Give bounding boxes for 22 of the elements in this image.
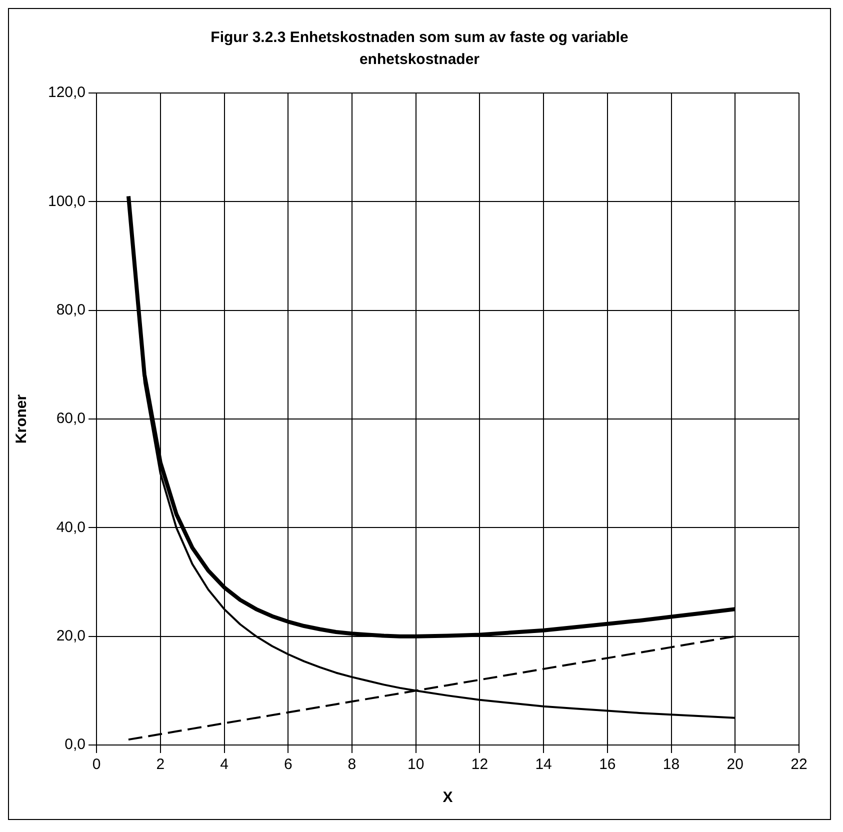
x-axis-title: X <box>442 789 453 806</box>
x-tick-label: 18 <box>662 756 680 774</box>
x-tick-label: 16 <box>599 756 616 774</box>
y-tick-label: 80,0 <box>56 301 86 318</box>
x-tick-label: 4 <box>220 756 228 774</box>
x-tick-label: 22 <box>790 756 808 774</box>
y-tick-label: 60,0 <box>56 410 86 428</box>
y-tick-label: 0,0 <box>64 736 86 754</box>
y-tick-label: 20,0 <box>56 627 86 644</box>
x-tick-label: 8 <box>348 756 356 774</box>
x-tick-label: 6 <box>284 756 292 774</box>
chart-title: Figur 3.2.3 Enhetskostnaden som sum av faste og variable enhetskostnader <box>210 28 630 70</box>
y-tick-label: 120,0 <box>48 84 86 102</box>
x-tick-label: 2 <box>156 756 165 774</box>
x-tick-label: 20 <box>726 756 744 774</box>
x-tick-label: 0 <box>92 756 101 774</box>
x-tick-label: 14 <box>535 756 552 774</box>
y-axis-title: Kroner <box>13 394 30 444</box>
x-tick-label: 10 <box>407 756 424 774</box>
y-tick-label: 100,0 <box>48 192 86 210</box>
x-tick-label: 12 <box>471 756 488 774</box>
y-tick-label: 40,0 <box>56 518 86 536</box>
